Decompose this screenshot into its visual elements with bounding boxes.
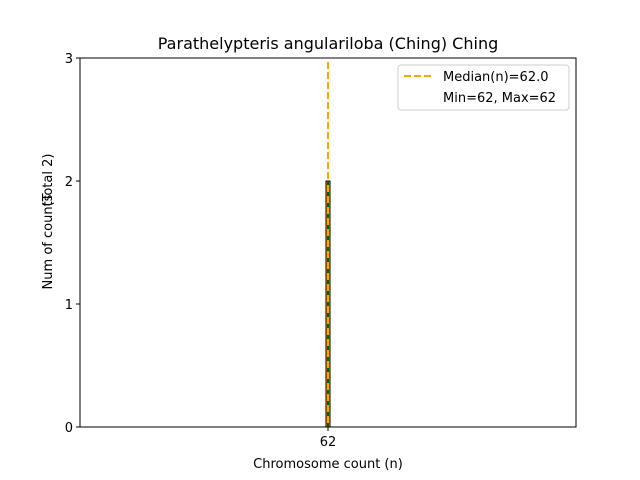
- legend-entry-median: Median(n)=62.0: [443, 70, 549, 85]
- y-tick-label: 3: [65, 52, 73, 67]
- chart-title: Parathelypteris angulariloba (Ching) Chi…: [158, 34, 498, 53]
- y-axis-label: Num of counts: [41, 194, 56, 289]
- x-tick-label: 62: [320, 435, 337, 450]
- legend-entry-minmax: Min=62, Max=62: [443, 91, 556, 106]
- y-tick-label: 0: [65, 421, 73, 436]
- legend: Median(n)=62.0 Min=62, Max=62: [397, 64, 570, 111]
- y-tick-label: 1: [65, 298, 73, 313]
- y-tick-label: 2: [65, 175, 73, 190]
- y-axis-total-label: (Total 2): [41, 154, 56, 207]
- plot-frame: [79, 57, 577, 428]
- x-axis-label: Chromosome count (n): [253, 457, 403, 472]
